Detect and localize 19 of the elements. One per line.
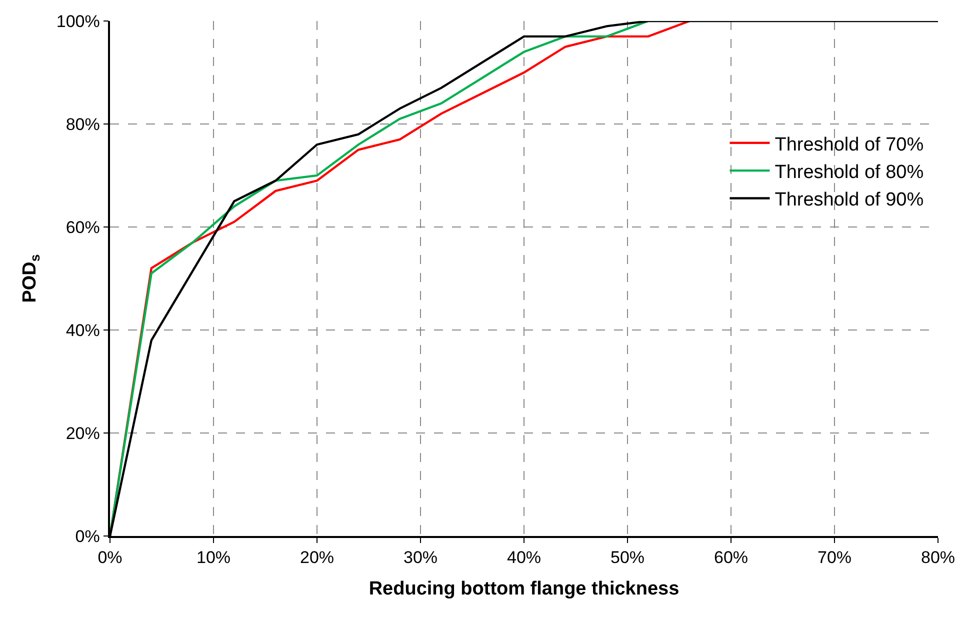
y-tick-label: 0% xyxy=(75,526,100,546)
x-tick-label: 80% xyxy=(920,548,956,568)
x-tick-label: 0% xyxy=(98,548,122,568)
x-tick-label: 30% xyxy=(403,548,438,568)
y-tick-label: 100% xyxy=(56,12,100,31)
x-tick-label: 20% xyxy=(300,548,334,568)
x-tick-label: 60% xyxy=(714,548,748,568)
y-tick-label: 40% xyxy=(66,320,100,340)
x-axis-title: Reducing bottom flange thickness xyxy=(368,578,680,600)
legend-label: Threshold of 80% xyxy=(774,162,924,183)
y-tick-label: 80% xyxy=(66,114,100,134)
x-tick-label: 70% xyxy=(817,548,852,568)
legend-label: Threshold of 70% xyxy=(774,134,924,156)
x-tick-label: 10% xyxy=(196,548,231,568)
y-tick-label: 20% xyxy=(66,424,100,443)
x-tick-label: 40% xyxy=(506,548,542,568)
x-tick-label: 50% xyxy=(610,548,645,568)
y-tick-label: 60% xyxy=(66,218,100,237)
legend-label: Threshold of 90% xyxy=(774,190,924,211)
